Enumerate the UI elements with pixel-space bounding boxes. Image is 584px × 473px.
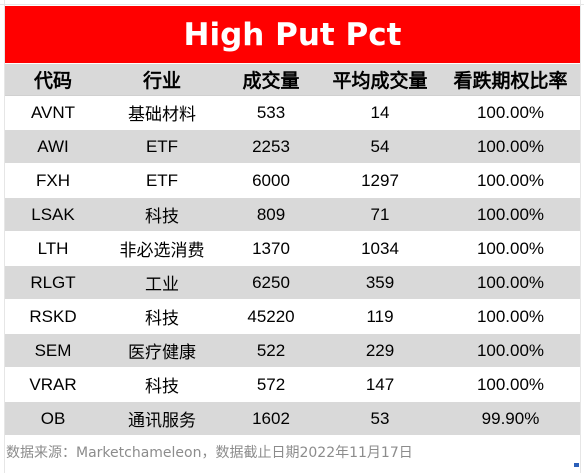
cell-industry: 工业 (101, 265, 223, 300)
cell-volume: 1602 (223, 401, 319, 436)
cell-put-ratio: 100.00% (441, 163, 580, 198)
resize-handle[interactable] (574, 463, 579, 467)
cell-avg-volume: 1034 (319, 231, 441, 266)
table-row: LTH 非必选消费 1370 1034 100.00% (5, 231, 580, 266)
table-body: AVNT 基础材料 533 14 100.00% AWI ETF 2253 54 100.00% F… (5, 95, 580, 436)
cell-volume: 2253 (223, 129, 319, 164)
cell-industry: 非必选消费 (101, 231, 223, 266)
cell-ticker: VRAR (5, 367, 101, 402)
title-bar: High Put Pct (5, 6, 580, 63)
cell-avg-volume: 53 (319, 401, 441, 436)
table-row: VRAR 科技 572 147 100.00% (5, 367, 580, 402)
cell-avg-volume: 1297 (319, 163, 441, 198)
cell-ticker: AWI (5, 129, 101, 164)
cell-industry: 医疗健康 (101, 333, 223, 368)
table-row: LSAK 科技 809 71 100.00% (5, 197, 580, 232)
table-row: SEM 医疗健康 522 229 100.00% (5, 333, 580, 368)
column-header-put-ratio: 看跌期权比率 (441, 64, 580, 96)
cell-put-ratio: 100.00% (441, 333, 580, 368)
cell-ticker: AVNT (5, 95, 101, 130)
cell-industry: 科技 (101, 367, 223, 402)
cell-ticker: SEM (5, 333, 101, 368)
cell-avg-volume: 229 (319, 333, 441, 368)
cell-industry: 科技 (101, 197, 223, 232)
cell-put-ratio: 100.00% (441, 197, 580, 232)
cell-industry: 基础材料 (101, 95, 223, 130)
column-header-ticker: 代码 (5, 64, 101, 96)
cell-avg-volume: 54 (319, 129, 441, 164)
cell-put-ratio: 100.00% (441, 265, 580, 300)
cell-avg-volume: 14 (319, 95, 441, 130)
cell-put-ratio: 100.00% (441, 367, 580, 402)
table-row: RSKD 科技 45220 119 100.00% (5, 299, 580, 334)
cell-industry: 通讯服务 (101, 401, 223, 436)
cell-volume: 809 (223, 197, 319, 232)
cell-avg-volume: 359 (319, 265, 441, 300)
cell-ticker: OB (5, 401, 101, 436)
table-title: High Put Pct (183, 16, 402, 53)
cell-ticker: RLGT (5, 265, 101, 300)
cell-volume: 522 (223, 333, 319, 368)
cell-volume: 45220 (223, 299, 319, 334)
cell-put-ratio: 100.00% (441, 95, 580, 130)
cell-industry: ETF (101, 163, 223, 198)
table-row: AWI ETF 2253 54 100.00% (5, 129, 580, 164)
cell-volume: 533 (223, 95, 319, 130)
cell-put-ratio: 100.00% (441, 299, 580, 334)
cell-ticker: FXH (5, 163, 101, 198)
column-header-industry: 行业 (101, 64, 223, 96)
put-ratio-table: 代码 行业 成交量 平均成交量 看跌期权比率 AVNT 基础材料 533 14 100.00% A… (5, 64, 580, 436)
table-row: OB 通讯服务 1602 53 99.90% (5, 401, 580, 436)
cell-volume: 6000 (223, 163, 319, 198)
column-header-avg-volume: 平均成交量 (319, 64, 441, 96)
cell-put-ratio: 100.00% (441, 231, 580, 266)
cell-ticker: LTH (5, 231, 101, 266)
cell-ticker: LSAK (5, 197, 101, 232)
cell-volume: 6250 (223, 265, 319, 300)
cell-volume: 572 (223, 367, 319, 402)
cell-put-ratio: 100.00% (441, 129, 580, 164)
cell-industry: ETF (101, 129, 223, 164)
cell-ticker: RSKD (5, 299, 101, 334)
cell-avg-volume: 147 (319, 367, 441, 402)
table-row: RLGT 工业 6250 359 100.00% (5, 265, 580, 300)
cell-volume: 1370 (223, 231, 319, 266)
column-header-volume: 成交量 (223, 64, 319, 96)
table-row: AVNT 基础材料 533 14 100.00% (5, 95, 580, 130)
cell-put-ratio: 99.90% (441, 401, 580, 436)
cell-avg-volume: 71 (319, 197, 441, 232)
cell-avg-volume: 119 (319, 299, 441, 334)
table-row: FXH ETF 6000 1297 100.00% (5, 163, 580, 198)
cell-industry: 科技 (101, 299, 223, 334)
source-note: 数据来源：Marketchameleon，数据截止日期2022年11月17日 (6, 445, 413, 461)
header-row: 代码 行业 成交量 平均成交量 看跌期权比率 (5, 64, 580, 96)
